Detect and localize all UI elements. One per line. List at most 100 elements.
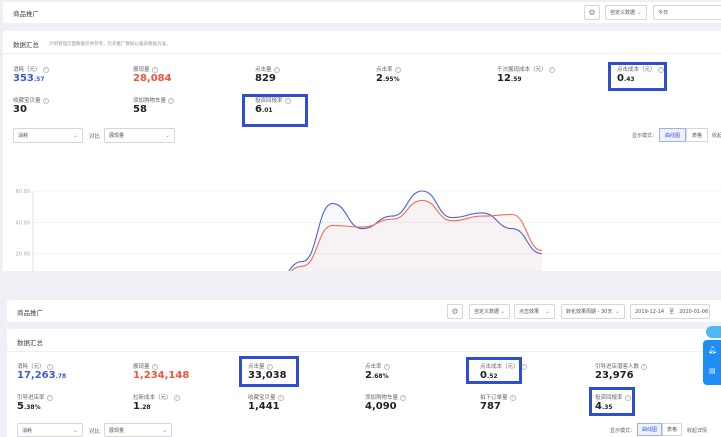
mode-curve-button[interactable]: 曲线图 (637, 423, 662, 436)
help-icon[interactable]: ? (266, 363, 273, 370)
metric-value: 1.28 (133, 401, 151, 412)
highlight-box (466, 357, 522, 384)
metric-value: 2.95% (376, 73, 400, 84)
help-icon[interactable]: ? (284, 97, 291, 104)
help-icon[interactable]: ? (641, 363, 648, 370)
metric-select-a[interactable]: 消耗 ⌄ (13, 128, 83, 143)
effect-select[interactable]: 点击效果 ⌄ (514, 304, 555, 319)
metric-label: 收藏宝贝量 (248, 395, 276, 401)
display-mode-label: 显示模式： (632, 133, 658, 139)
help-icon[interactable]: ? (168, 97, 175, 104)
help-icon[interactable]: ? (42, 97, 49, 104)
metric-value: 58 (133, 104, 147, 115)
chevron-down-icon: ⌄ (164, 132, 170, 139)
gear-icon: ⚙ (588, 8, 596, 17)
help-icon[interactable]: ? (277, 394, 284, 401)
mascot-icon[interactable] (706, 326, 721, 338)
help-icon[interactable]: ? (151, 363, 158, 370)
chevron-down-icon: ⌄ (161, 427, 167, 434)
collapse-link[interactable]: 收起 (712, 133, 721, 139)
metric-label: 展现量 (133, 364, 150, 370)
mode-curve-button[interactable]: 曲线图 (659, 128, 686, 142)
chevron-down-icon: ⌄ (614, 308, 620, 315)
y-tick-label: 20.00 (16, 252, 30, 258)
metric-select-b[interactable]: 展现量 ⌄ (104, 128, 175, 143)
metric-label: 添加购物车量 (133, 98, 167, 104)
bell-icon[interactable]: 🔔︎ (708, 346, 717, 354)
metric-label: 点击成本（元） (617, 67, 656, 73)
collapse-details-link[interactable]: 收起详情 (687, 428, 708, 434)
metric-value: 12.59 (497, 73, 522, 84)
help-icon[interactable]: ? (46, 363, 53, 370)
metric-label: 点击量 (255, 67, 272, 73)
date-picker[interactable]: 今日 (653, 5, 721, 20)
divider (7, 351, 721, 352)
highlight-box (239, 356, 299, 387)
metric-item: 点击成本（元）? 0.43 (617, 65, 664, 84)
help-icon[interactable]: ? (151, 66, 158, 73)
metric-select-b[interactable]: 展现量 ⌄ (104, 423, 172, 437)
chevron-down-icon: ⌄ (72, 427, 78, 434)
metric-label: 点击率 (365, 364, 382, 370)
metric-label: 引导进店潜客人数 (595, 364, 640, 370)
help-icon[interactable]: ? (657, 66, 664, 73)
settings-button[interactable]: ⚙ (447, 304, 463, 319)
help-icon[interactable]: ? (394, 66, 401, 73)
help-icon[interactable]: ? (400, 394, 407, 401)
metric-value: 4,090 (365, 401, 397, 412)
metric-item: 拉新成本（元）? 1.28 (133, 393, 180, 412)
summary-title: 数据汇总 (13, 41, 39, 49)
divider (3, 53, 721, 54)
metric-value: 5.38% (17, 401, 41, 412)
metric-value: 33,038 (248, 370, 287, 381)
metric-label: 千次展现成本（元） (497, 67, 547, 73)
highlight-box (242, 94, 308, 127)
metric-item: 添加购物车量? 4,090 (365, 393, 407, 412)
help-icon[interactable]: ? (548, 66, 555, 73)
help-icon[interactable]: ? (509, 394, 516, 401)
help-icon[interactable]: ? (173, 394, 180, 401)
metric-label: 点击率 (376, 67, 393, 73)
metric-label: 拍下订单量 (480, 395, 508, 401)
series-area (291, 200, 542, 271)
series-line (290, 199, 543, 271)
help-icon[interactable]: ? (624, 394, 631, 401)
custom-data-select[interactable]: 自定义数据 ⌄ (605, 5, 647, 20)
metric-item: 收藏宝贝量? 1,441 (248, 393, 284, 412)
mode-table-button[interactable]: 表格 (662, 423, 682, 436)
page-title: 商品推广 (17, 309, 43, 317)
metric-select-a[interactable]: 消耗 ⌄ (17, 423, 83, 437)
list-icon[interactable]: ▤ (709, 367, 716, 375)
metric-value: 6.01 (255, 104, 273, 115)
metric-item: 引导进店潜客人数? 23,976 (595, 362, 648, 381)
metric-item: 千次展现成本（元）? 12.59 (497, 65, 555, 84)
metric-value: 2.68% (365, 370, 389, 381)
metric-value: 23,976 (595, 370, 634, 381)
bottom-header: 商品推广 ⚙ 自定义数据 ⌄ 点击效果 ⌄ 转化效果周期 - 30天 ⌄ 2019-1… (7, 300, 721, 322)
metric-label: 收藏宝贝量 (13, 98, 41, 104)
page-title: 商品推广 (13, 10, 39, 18)
help-icon[interactable]: ? (42, 66, 49, 73)
compare-label: 对比 (89, 134, 101, 140)
custom-data-select[interactable]: 自定义数据 ⌄ (469, 304, 510, 319)
metric-value: 4.35 (595, 401, 613, 412)
mode-table-button[interactable]: 表格 (686, 128, 708, 142)
metric-item: 展现量? 28,084 (133, 65, 172, 84)
help-icon[interactable]: ? (383, 363, 390, 370)
metric-value: 787 (480, 401, 501, 412)
metric-label: 拉新成本（元） (133, 395, 172, 401)
metric-label: 引导进店率 (17, 395, 45, 401)
help-icon[interactable]: ? (46, 394, 53, 401)
date-range-picker[interactable]: 2019-12-14 至 2020-01-06 (630, 304, 710, 319)
metric-item: 点击量? 829 (255, 65, 280, 84)
settings-button[interactable]: ⚙ (584, 5, 600, 20)
metric-value: 17,263.78 (17, 370, 67, 381)
metric-label: 展现量 (133, 67, 150, 73)
metric-label: 添加购物车量 (365, 395, 399, 401)
help-icon[interactable]: ? (273, 66, 280, 73)
top-header: 商品推广 ⚙ 自定义数据 ⌄ 今日 (3, 2, 721, 23)
period-select[interactable]: 转化效果周期 - 30天 ⌄ (561, 304, 625, 319)
metric-label: 投资回报率 (595, 395, 623, 401)
series-area (288, 191, 542, 271)
metric-item: 点击率? 2.95% (376, 65, 401, 84)
